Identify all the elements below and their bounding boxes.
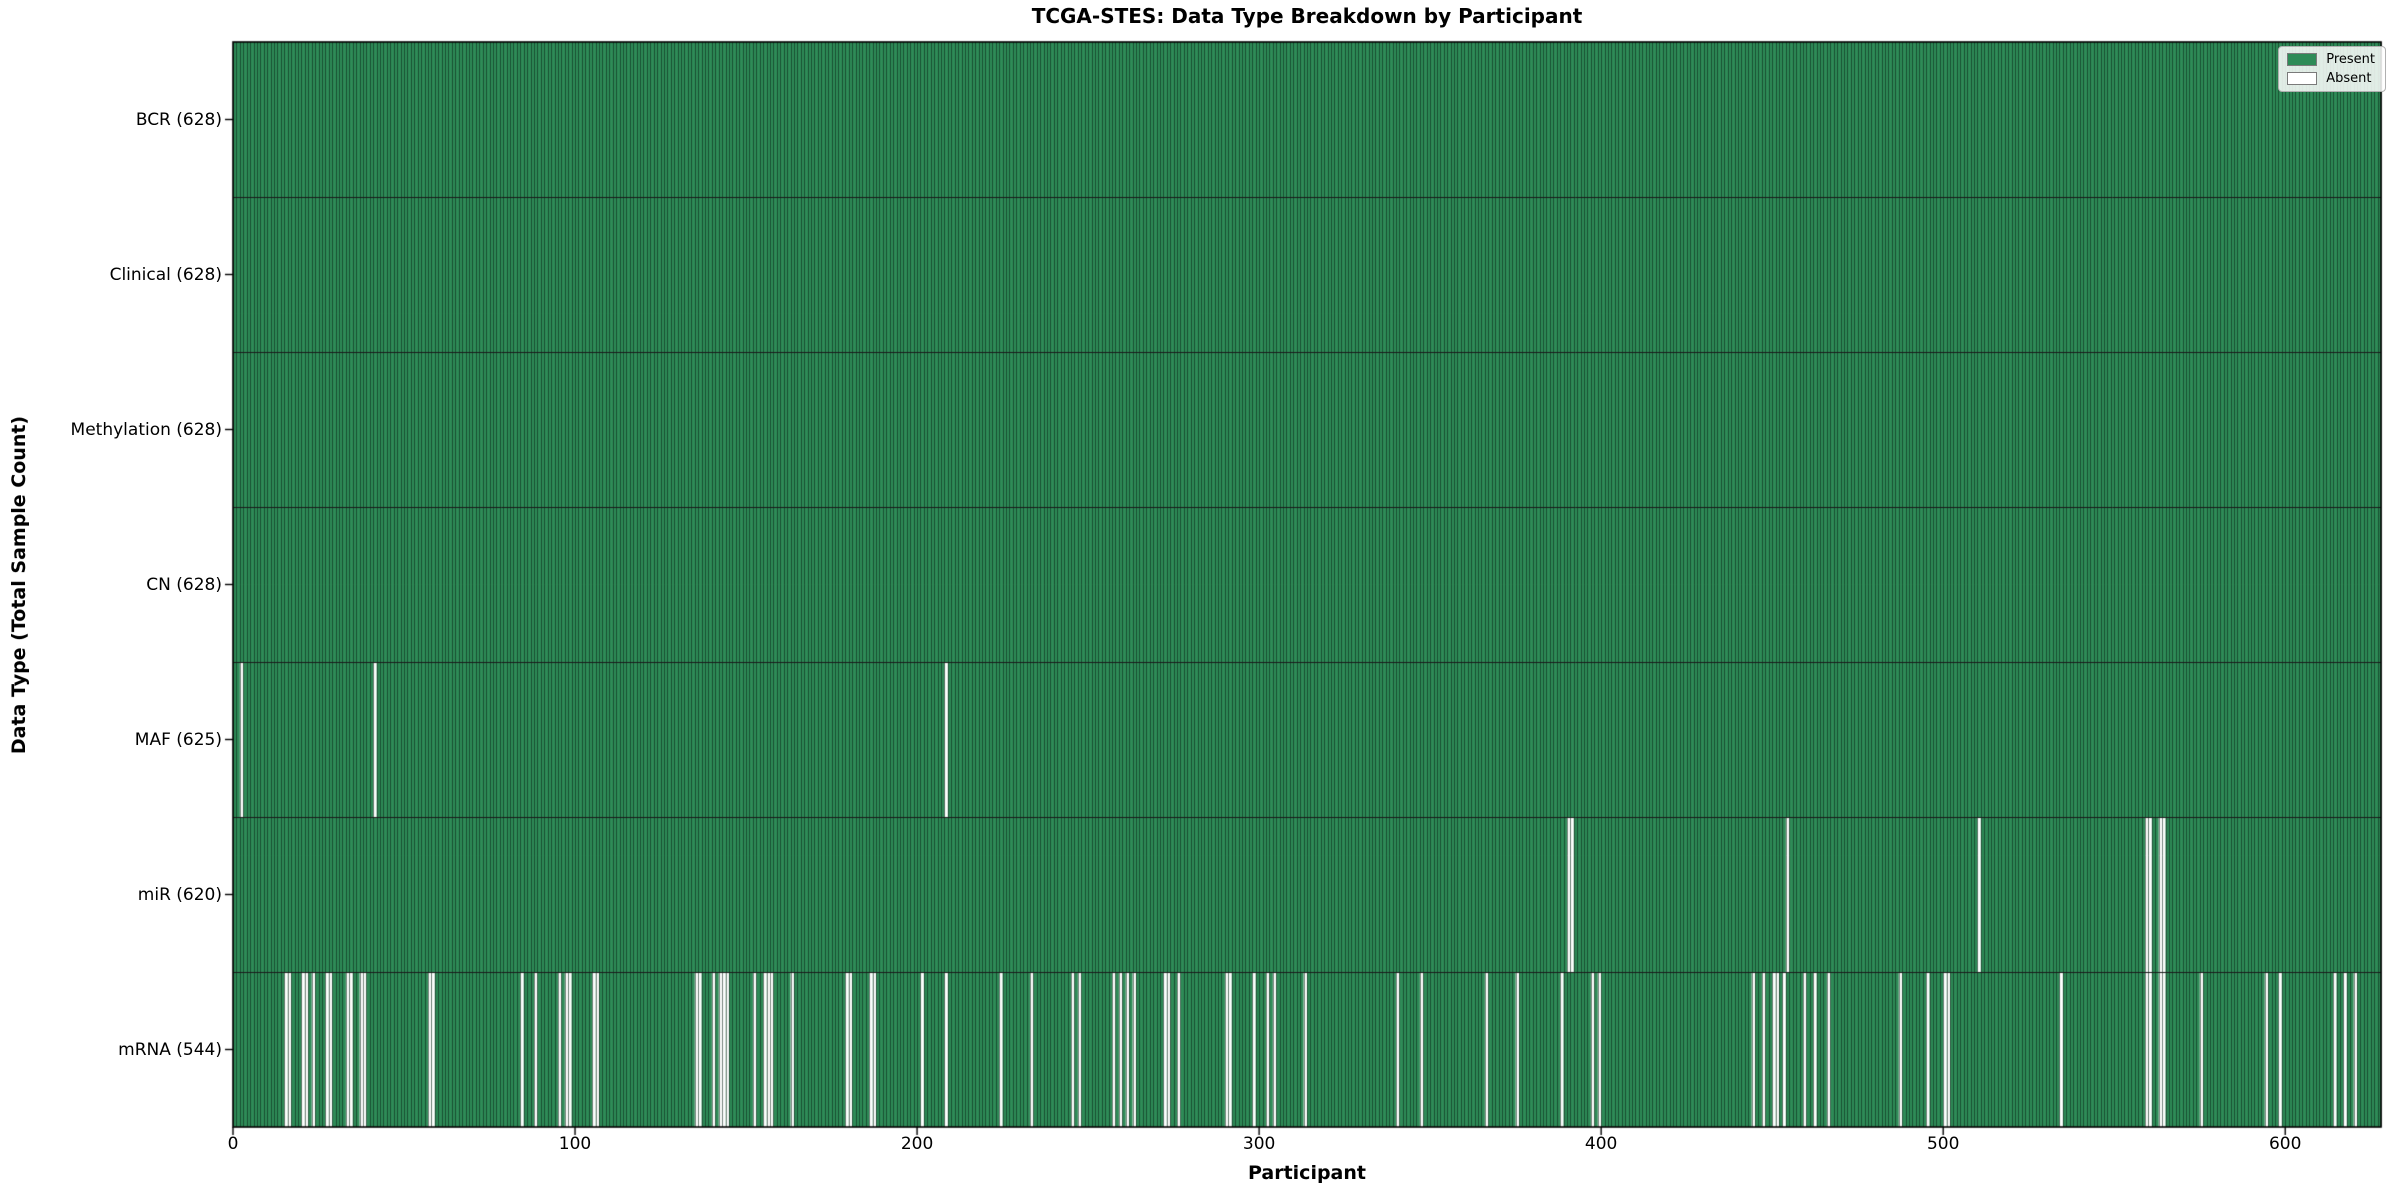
x-tick-label-400: 400 — [1584, 1134, 1618, 1154]
x-axis-label: Participant — [1247, 1162, 1366, 1184]
y-tick-label-miR: miR (620) — [137, 884, 222, 905]
legend-label-absent: Absent — [2326, 71, 2372, 86]
y-axis-label-text: Data Type (Total Sample Count) — [8, 415, 30, 755]
y-tick-label-mRNA: mRNA (544) — [118, 1039, 222, 1060]
x-tick-label-0: 0 — [227, 1134, 239, 1154]
legend-label-present: Present — [2326, 52, 2375, 67]
x-tick-label-500: 500 — [1926, 1134, 1960, 1154]
legend-entry-absent: Absent — [2287, 71, 2375, 86]
x-tick-label-300: 300 — [1242, 1134, 1276, 1154]
x-tick-label-600: 600 — [2268, 1134, 2302, 1154]
y-tick-label-CN: CN (628) — [146, 574, 222, 595]
present-swatch-icon — [2287, 53, 2318, 66]
legend-entry-present: Present — [2287, 52, 2375, 67]
legend: Present Absent — [2278, 46, 2386, 92]
x-tick-label-200: 200 — [900, 1134, 934, 1154]
y-tick-label-Clinical: Clinical (628) — [109, 264, 222, 285]
y-tick-label-Methylation: Methylation (628) — [70, 419, 222, 440]
absent-swatch-icon — [2287, 72, 2318, 85]
x-tick-label-100: 100 — [558, 1134, 592, 1154]
y-tick-label-BCR: BCR (628) — [135, 109, 222, 130]
chart-title: TCGA-STES: Data Type Breakdown by Partic… — [1031, 4, 1583, 28]
y-tick-label-MAF: MAF (625) — [134, 729, 222, 750]
